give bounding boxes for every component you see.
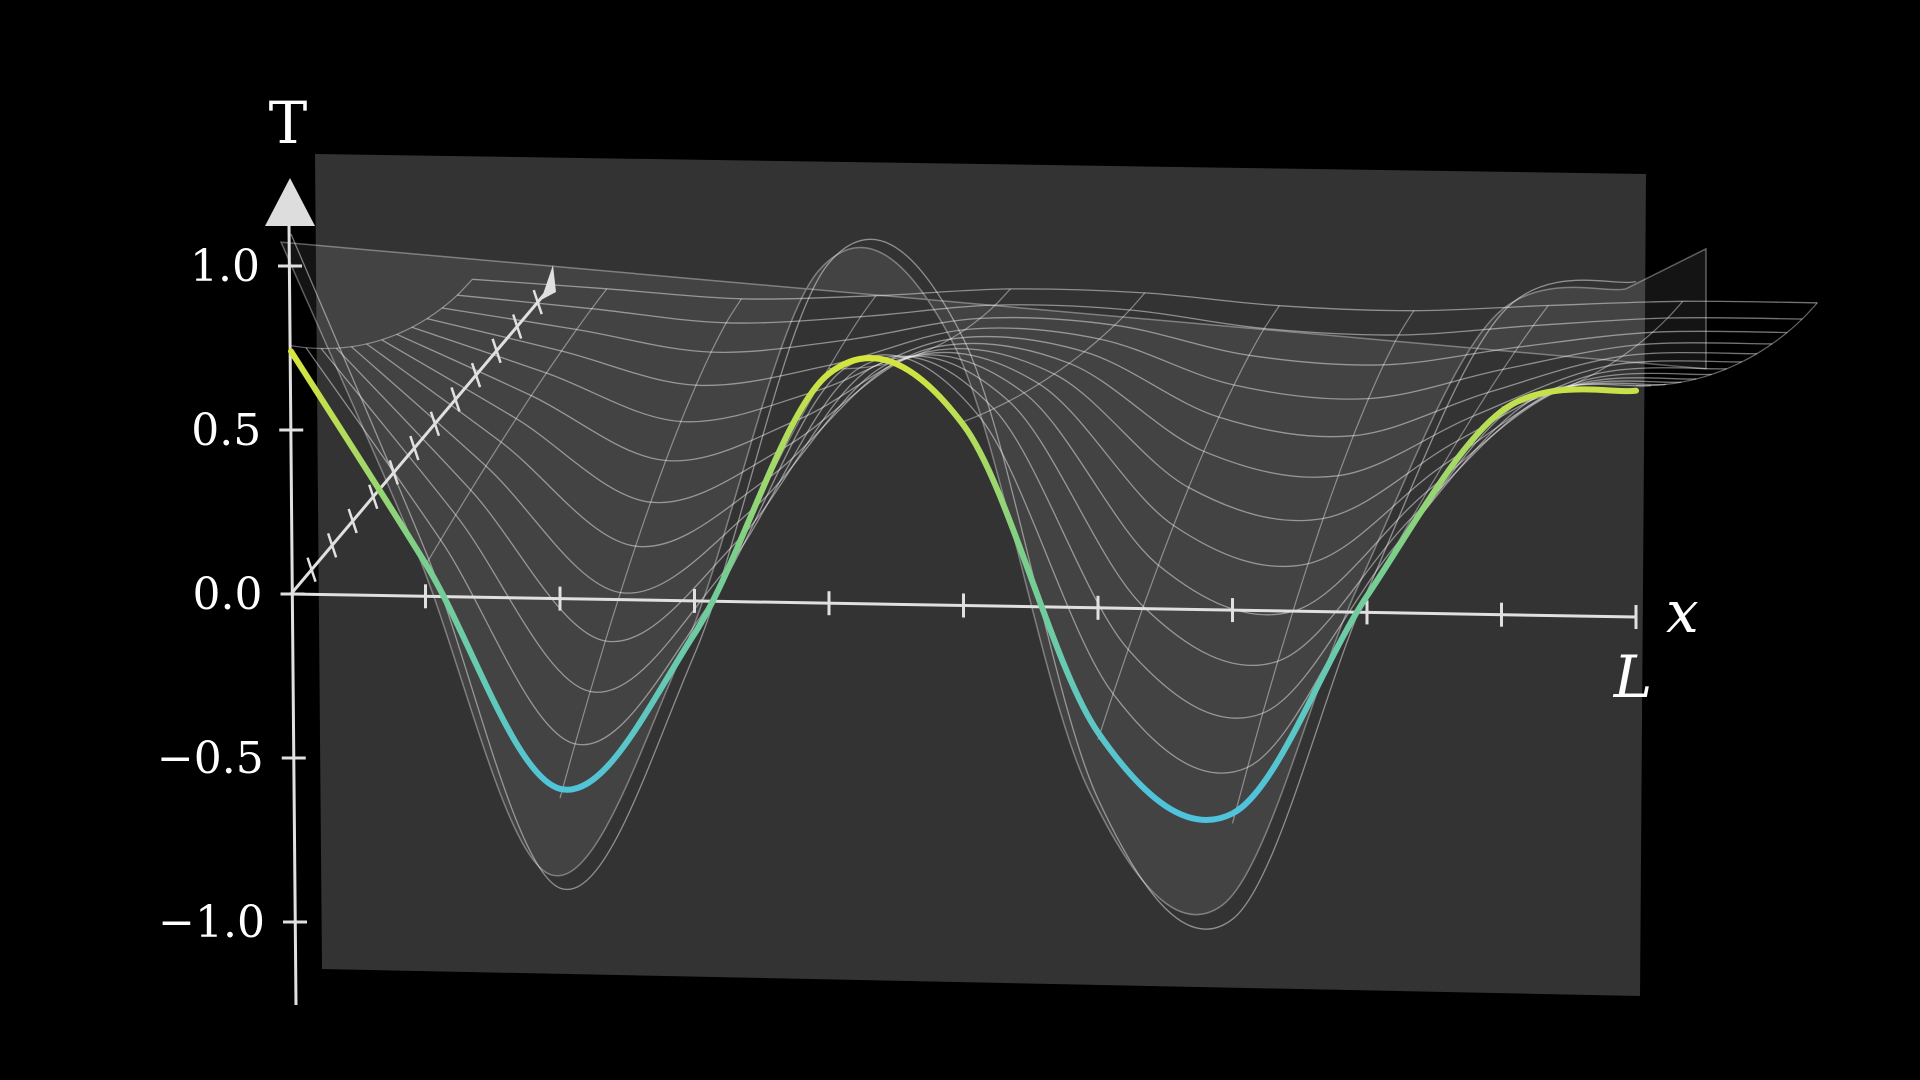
surface-cross-line [424, 288, 608, 566]
surface-front-edge [279, 241, 1707, 916]
depth-tick [409, 435, 420, 461]
surface-slice [426, 317, 1773, 400]
depth-tick [491, 338, 502, 364]
surface-cross-line [1097, 305, 1280, 740]
t-axis-label: T [269, 89, 308, 157]
depth-axis-line [289, 289, 550, 595]
t-tick-label: 0.0 [193, 569, 263, 620]
t-axis-arrow [265, 178, 315, 226]
surface-slice [441, 307, 1788, 366]
t-tick-label: −0.5 [157, 733, 264, 784]
x-axis-label: x [1666, 578, 1699, 646]
depth-tick [347, 508, 358, 534]
t-tick-label: 1.0 [190, 241, 260, 292]
surface-slice [457, 294, 1803, 336]
depth-tick [388, 460, 399, 485]
t-tick-label: 0.5 [191, 405, 261, 456]
x-axis-ticks [424, 584, 1638, 629]
surface-slice [472, 278, 1818, 312]
depth-tick [368, 484, 379, 510]
depth-tick [306, 557, 317, 583]
depth-tick [470, 362, 482, 388]
surface-cross-line [290, 278, 473, 350]
t-axis-ticks [278, 264, 307, 924]
depth-tick [511, 314, 523, 339]
surface-cross-line [963, 292, 1146, 423]
surface-cross-line [828, 288, 1011, 370]
depth-tick [532, 289, 543, 315]
surface-envelope [279, 241, 1707, 916]
depth-axis-arrow [541, 265, 556, 300]
t-axis-line [287, 224, 298, 1006]
depth-tick [429, 411, 441, 437]
depth-tick [326, 532, 338, 558]
depth-tick [450, 387, 461, 412]
surface-cross-line [559, 298, 742, 799]
surface-cross-line [1635, 302, 1818, 387]
x-axis-end-label: L [1613, 643, 1653, 711]
depth-axis-ticks [306, 289, 543, 583]
surface-slice [396, 333, 1742, 478]
axes [265, 178, 1638, 1006]
t-axis-tick-labels: 1.0 0.5 0.0 −0.5 −1.0 [157, 241, 265, 948]
surface-cross-line [1501, 300, 1684, 408]
t-tick-label: −1.0 [158, 897, 265, 948]
surface-cross-line [1231, 310, 1415, 824]
projection-plane [315, 154, 1646, 996]
surface-slice [411, 326, 1757, 438]
series-line [288, 348, 1639, 823]
